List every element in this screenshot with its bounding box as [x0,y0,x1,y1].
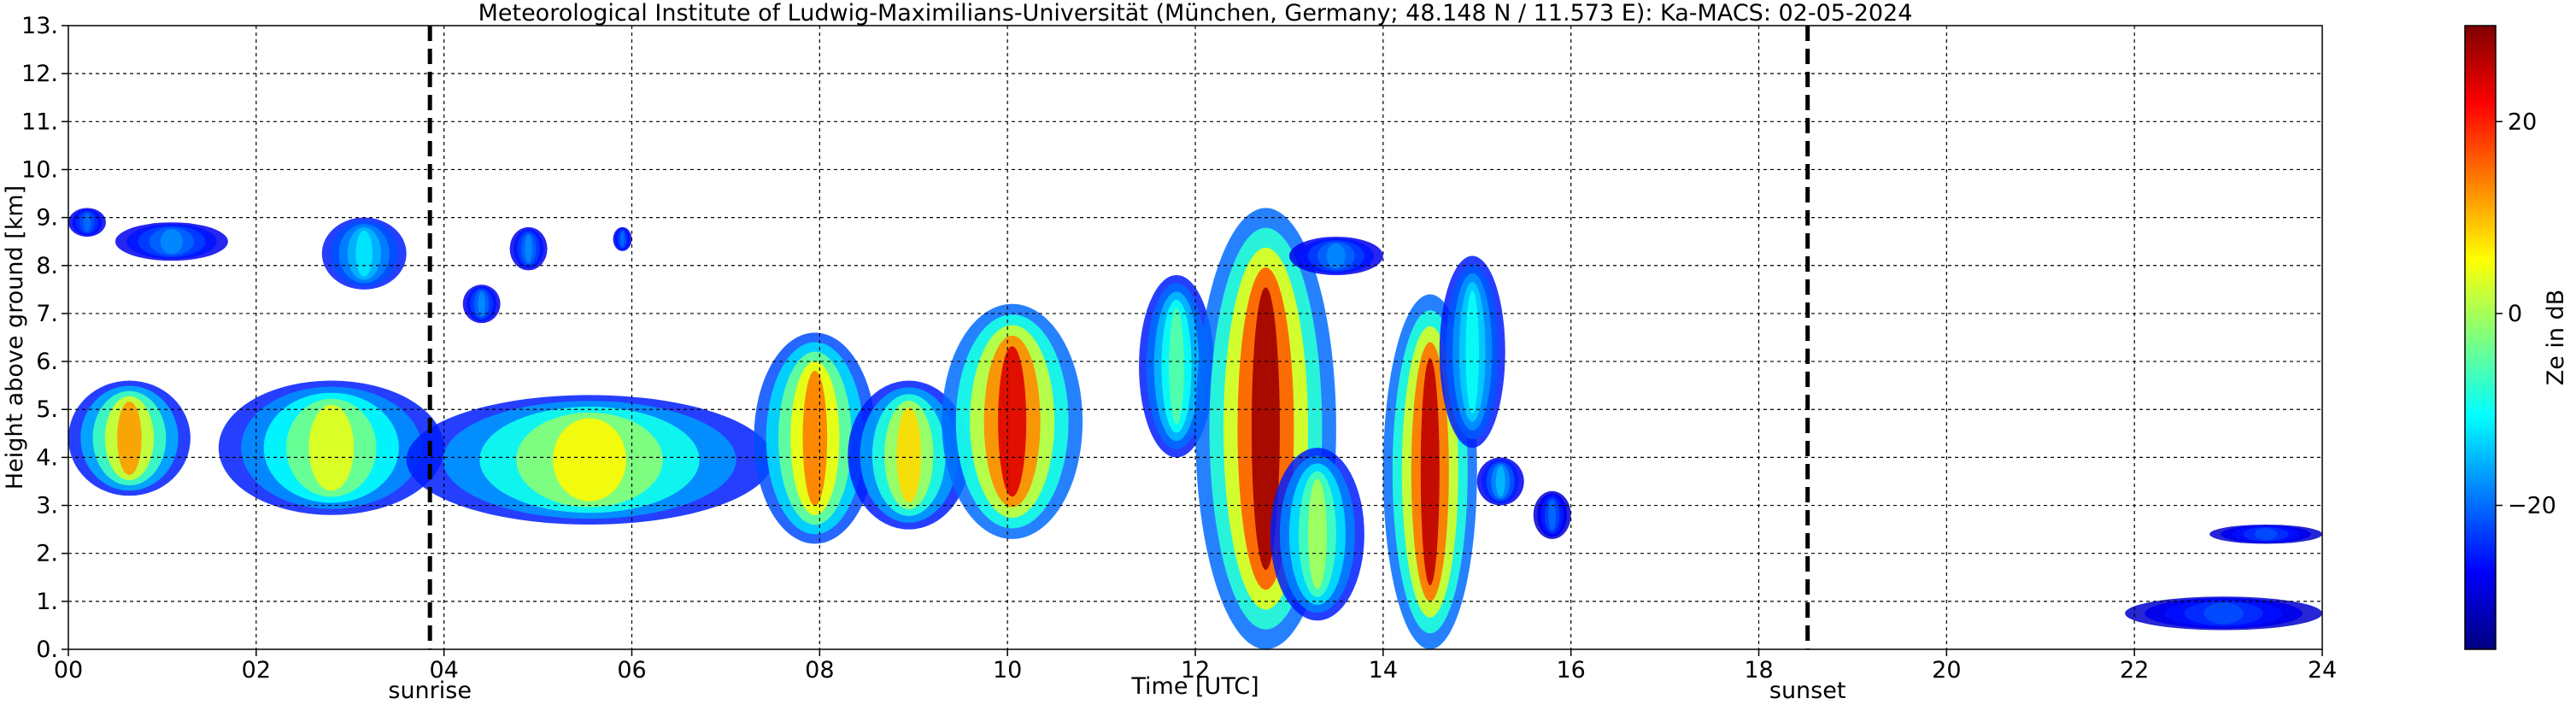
echo-cell [2209,525,2322,544]
echo-shell [117,401,142,476]
echo-cell [1288,237,1383,275]
echo-shell [1495,466,1505,497]
x-tick-label: 16 [1556,657,1585,683]
echo-cell [942,303,1083,539]
echo-shell [525,234,532,263]
echo-shell [83,213,91,232]
echo-cell [462,285,501,324]
echo-shell [896,407,922,503]
x-tick-label: 06 [617,657,646,683]
echo-shell [1251,287,1280,571]
x-axis-ticks: 00 02 04 06 08 10 12 14 16 18 20 22 24 sunrise sunset [54,649,2337,704]
y-axis-label: Height above ground [km] [2,185,28,490]
grid [68,26,2322,649]
echo-shell [308,404,355,491]
echo-shell [478,291,486,317]
echo-shell [998,346,1027,497]
sunrise-label: sunrise [388,678,472,704]
echo-shell [1169,308,1184,425]
x-tick-label: 00 [54,657,83,683]
colorbar-tick-label: −20 [2508,493,2556,519]
x-tick-label: 20 [1932,657,1961,683]
x-tick-label: 14 [1369,657,1398,683]
echo-cell [509,226,548,271]
y-tick-label: 7. [36,301,58,327]
x-tick-label: 22 [2120,657,2149,683]
echo-shell [1548,499,1557,531]
echo-shell [1307,478,1327,590]
echo-cell [1439,255,1505,449]
echo-cell [321,217,407,290]
y-tick-label: 3. [36,493,58,519]
colorbar-ticks: 20 0 −20 [2496,109,2556,519]
chart-title: Meteorological Institute of Ludwig-Maxim… [478,0,1913,26]
echo-shell [160,229,184,255]
echo-cell [1139,275,1214,458]
y-tick-label: 12. [21,61,58,87]
echo-cell [114,222,228,261]
colorbar-tick-label: 20 [2508,109,2537,135]
y-tick-label: 1. [36,589,58,615]
x-tick-label: 02 [242,657,271,683]
x-tick-label: 08 [805,657,834,683]
echo-cell [754,332,877,544]
x-tick-label: 04 [429,657,458,683]
x-tick-label: 12 [1181,657,1210,683]
echo-cell [2125,596,2322,631]
colorbar-label: Ze in dB [2543,290,2569,386]
sun-markers [427,26,1810,649]
echo-cell [613,226,632,251]
echo-cell [848,380,971,530]
y-tick-label: 10. [21,156,58,183]
y-tick-label: 5. [36,396,58,423]
echo-shell [2203,602,2244,625]
x-tick-label: 18 [1744,657,1773,683]
y-tick-label: 2. [36,541,58,567]
x-tick-label: 10 [993,657,1022,683]
x-axis-label: Time [UTC] [1130,673,1259,700]
y-tick-label: 8. [36,253,58,279]
echo-cell [1533,490,1571,539]
echo-shell [1465,290,1479,414]
colorbar-tick-label: 0 [2508,301,2522,327]
y-tick-label: 6. [36,349,58,375]
y-tick-label: 4. [36,444,58,471]
echo-cell [68,380,191,496]
echo-shell [1420,358,1440,586]
echo-shell [2254,528,2278,541]
y-tick-label: 9. [36,205,58,232]
y-tick-label: 13. [21,13,58,39]
echo-cell [1476,457,1524,506]
echo-shell [620,231,625,247]
colorbar-scale [2464,25,2497,650]
y-axis-ticks: 0. 1. 2. 3. 4. 5. 6. 7. 8. 9. 10. 11. 12. 13. [21,13,68,663]
echo-cell [218,380,444,515]
echo-cell [68,208,106,238]
reflectivity-field [68,208,2322,649]
echo-shell [355,230,373,277]
colorbar: 20 0 −20 Ze in dB [2464,25,2569,650]
x-tick-label: 24 [2308,657,2337,683]
echo-shell [553,418,626,502]
y-tick-label: 0. [36,637,58,663]
echo-cell [1270,448,1364,621]
echo-shell [1326,243,1346,268]
y-tick-label: 11. [21,109,58,135]
echo-shell [802,370,828,506]
echo-cell [406,395,773,525]
sunset-label: sunset [1769,678,1846,704]
